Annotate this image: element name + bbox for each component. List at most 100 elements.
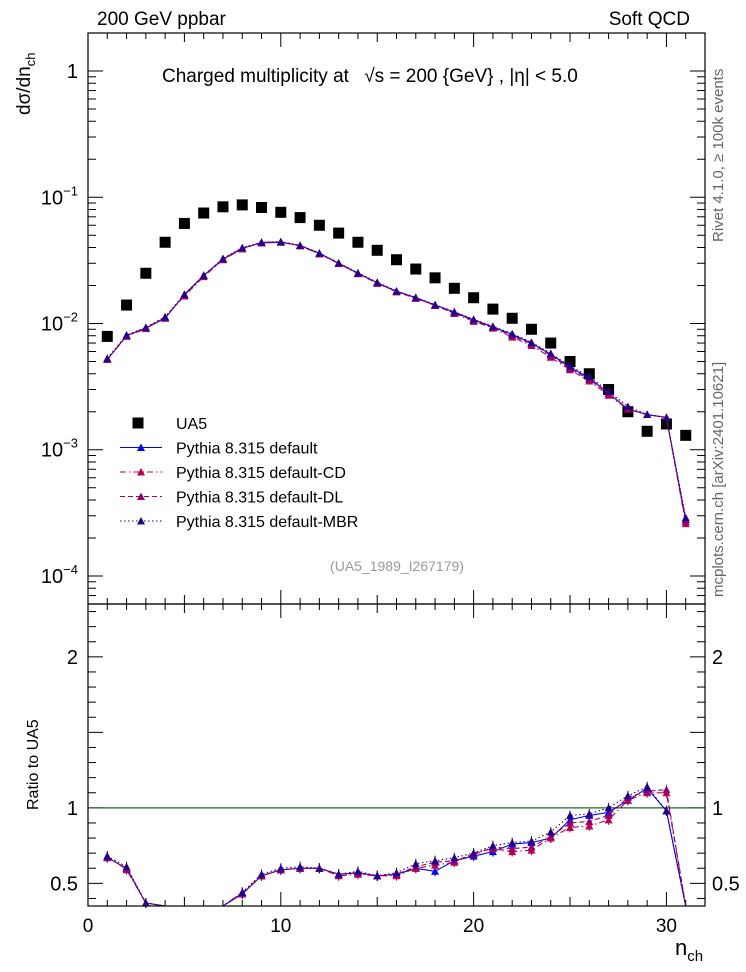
data-point-ua5	[101, 330, 113, 342]
series-marker-4	[411, 293, 420, 301]
x-tick-label: 10	[270, 916, 291, 937]
main-series	[101, 199, 692, 528]
series-marker-3	[681, 517, 690, 526]
ratio-marker-4	[469, 849, 478, 857]
data-point-ua5	[487, 303, 499, 315]
y-tick-label: 10−3	[41, 436, 78, 462]
data-point-ua5	[333, 227, 345, 239]
legend-marker-1	[137, 443, 145, 451]
header-left: 200 GeV ppbar	[97, 9, 227, 30]
data-point-ua5	[140, 267, 152, 279]
y-tick-label: 10−2	[41, 309, 78, 335]
series-marker-4	[218, 254, 227, 263]
ratio-marker-4	[508, 838, 517, 847]
x-axis-label-sub: ch	[687, 948, 703, 965]
ratio-marker-4	[353, 867, 362, 875]
ratio-tick-label: 2	[67, 647, 78, 669]
series-marker-4	[527, 338, 536, 346]
ratio-marker-4	[141, 898, 150, 907]
ratio-marker-4	[488, 841, 497, 850]
ratio-axes: 0 10 20 30 0.5 0.5 1 1 2 2	[50, 604, 740, 937]
series-marker-4	[373, 278, 382, 286]
ratio-marker-4	[334, 870, 343, 878]
y-tick-label-exp: −3	[63, 436, 78, 451]
data-point-ua5	[641, 425, 653, 437]
data-point-ua5	[391, 254, 402, 266]
ratio-tick-label-right: 2	[712, 647, 723, 669]
legend-marker-2	[137, 468, 145, 476]
data-point-ua5	[506, 312, 518, 324]
title-suffix: = 200 {GeV} , |η| < 5.0	[389, 66, 577, 87]
ratio-marker-1	[431, 867, 440, 875]
data-point-ua5	[429, 272, 441, 284]
data-point-ua5	[159, 236, 171, 248]
data-point-ua5	[410, 263, 422, 275]
ratio-marker-4	[450, 853, 459, 862]
series-marker-4	[488, 322, 497, 330]
x-tick-label: 20	[463, 916, 484, 937]
series-marker-4	[392, 286, 401, 295]
ratio-marker-4	[276, 864, 285, 872]
data-point-ua5	[121, 299, 133, 311]
data-point-ua5	[468, 292, 480, 304]
ratio-marker-4	[527, 837, 536, 845]
data-point-ua5	[275, 206, 287, 218]
ratio-marker-4	[122, 862, 131, 871]
y-axis-label-main: dσ/dn	[14, 66, 35, 115]
y-tick-label-base: 10	[41, 313, 63, 335]
series-marker-4	[662, 413, 671, 422]
ratio-marker-3	[508, 844, 517, 853]
x-axis-label: nch	[675, 935, 703, 965]
data-point-ua5	[256, 201, 268, 213]
series-marker-4	[431, 300, 440, 309]
ratio-marker-3	[527, 843, 536, 851]
ratio-tick-label-right: 0.5	[712, 873, 740, 895]
y-tick-label-exp: −4	[63, 562, 78, 577]
y-tick-label: 10−4	[41, 562, 78, 588]
data-point-ua5	[198, 207, 210, 219]
series-marker-4	[122, 331, 131, 339]
title-prefix: Charged multiplicity at	[162, 66, 350, 87]
series-marker-4	[180, 290, 189, 298]
ratio-marker-4	[566, 811, 575, 819]
main-axes: 110−110−210−310−4	[41, 32, 706, 605]
analysis-tag: (UA5_1989_I267179)	[330, 558, 464, 574]
series-marker-4	[508, 329, 517, 338]
x-tick-label: 30	[656, 916, 677, 937]
series-marker-4	[296, 241, 305, 249]
ratio-marker-3	[604, 811, 613, 819]
series-marker-4	[199, 271, 208, 279]
series-marker-4	[585, 372, 594, 381]
data-point-ua5	[564, 356, 576, 368]
series-marker-4	[161, 312, 170, 321]
series-marker-4	[681, 513, 690, 522]
x-axis-label-main: n	[675, 935, 687, 960]
ratio-marker-4	[315, 864, 324, 872]
ratio-marker-3	[662, 785, 671, 794]
ratio-marker-3	[585, 817, 594, 825]
series-marker-4	[623, 402, 632, 411]
series-marker-4	[546, 349, 555, 357]
series-marker-4	[450, 307, 459, 316]
ratio-marker-4	[623, 791, 632, 800]
ratio-marker-4	[411, 859, 420, 868]
legend-label-3: Pythia 8.315 default-DL	[176, 490, 343, 507]
ratio-marker-4	[585, 809, 594, 818]
series-marker-4	[469, 315, 478, 323]
legend-marker-4	[137, 517, 145, 525]
y-axis-label-sub: ch	[23, 53, 38, 67]
header-right: Soft QCD	[609, 9, 690, 30]
ratio-marker-4	[643, 782, 652, 791]
ratio-marker-3	[566, 818, 575, 827]
ratio-marker-4	[546, 828, 555, 836]
ratio-marker-4	[238, 888, 247, 896]
ratio-axis-label: Ratio to UA5	[25, 719, 42, 810]
data-point-ua5	[217, 201, 229, 213]
ratio-marker-4	[604, 803, 613, 812]
series-marker-4	[315, 249, 324, 257]
plot-title: Charged multiplicity at √s = 200 {GeV} ,…	[162, 66, 578, 87]
ratio-marker-4	[392, 868, 401, 877]
legend-label-0: UA5	[176, 416, 207, 433]
ratio-marker-4	[662, 806, 671, 815]
